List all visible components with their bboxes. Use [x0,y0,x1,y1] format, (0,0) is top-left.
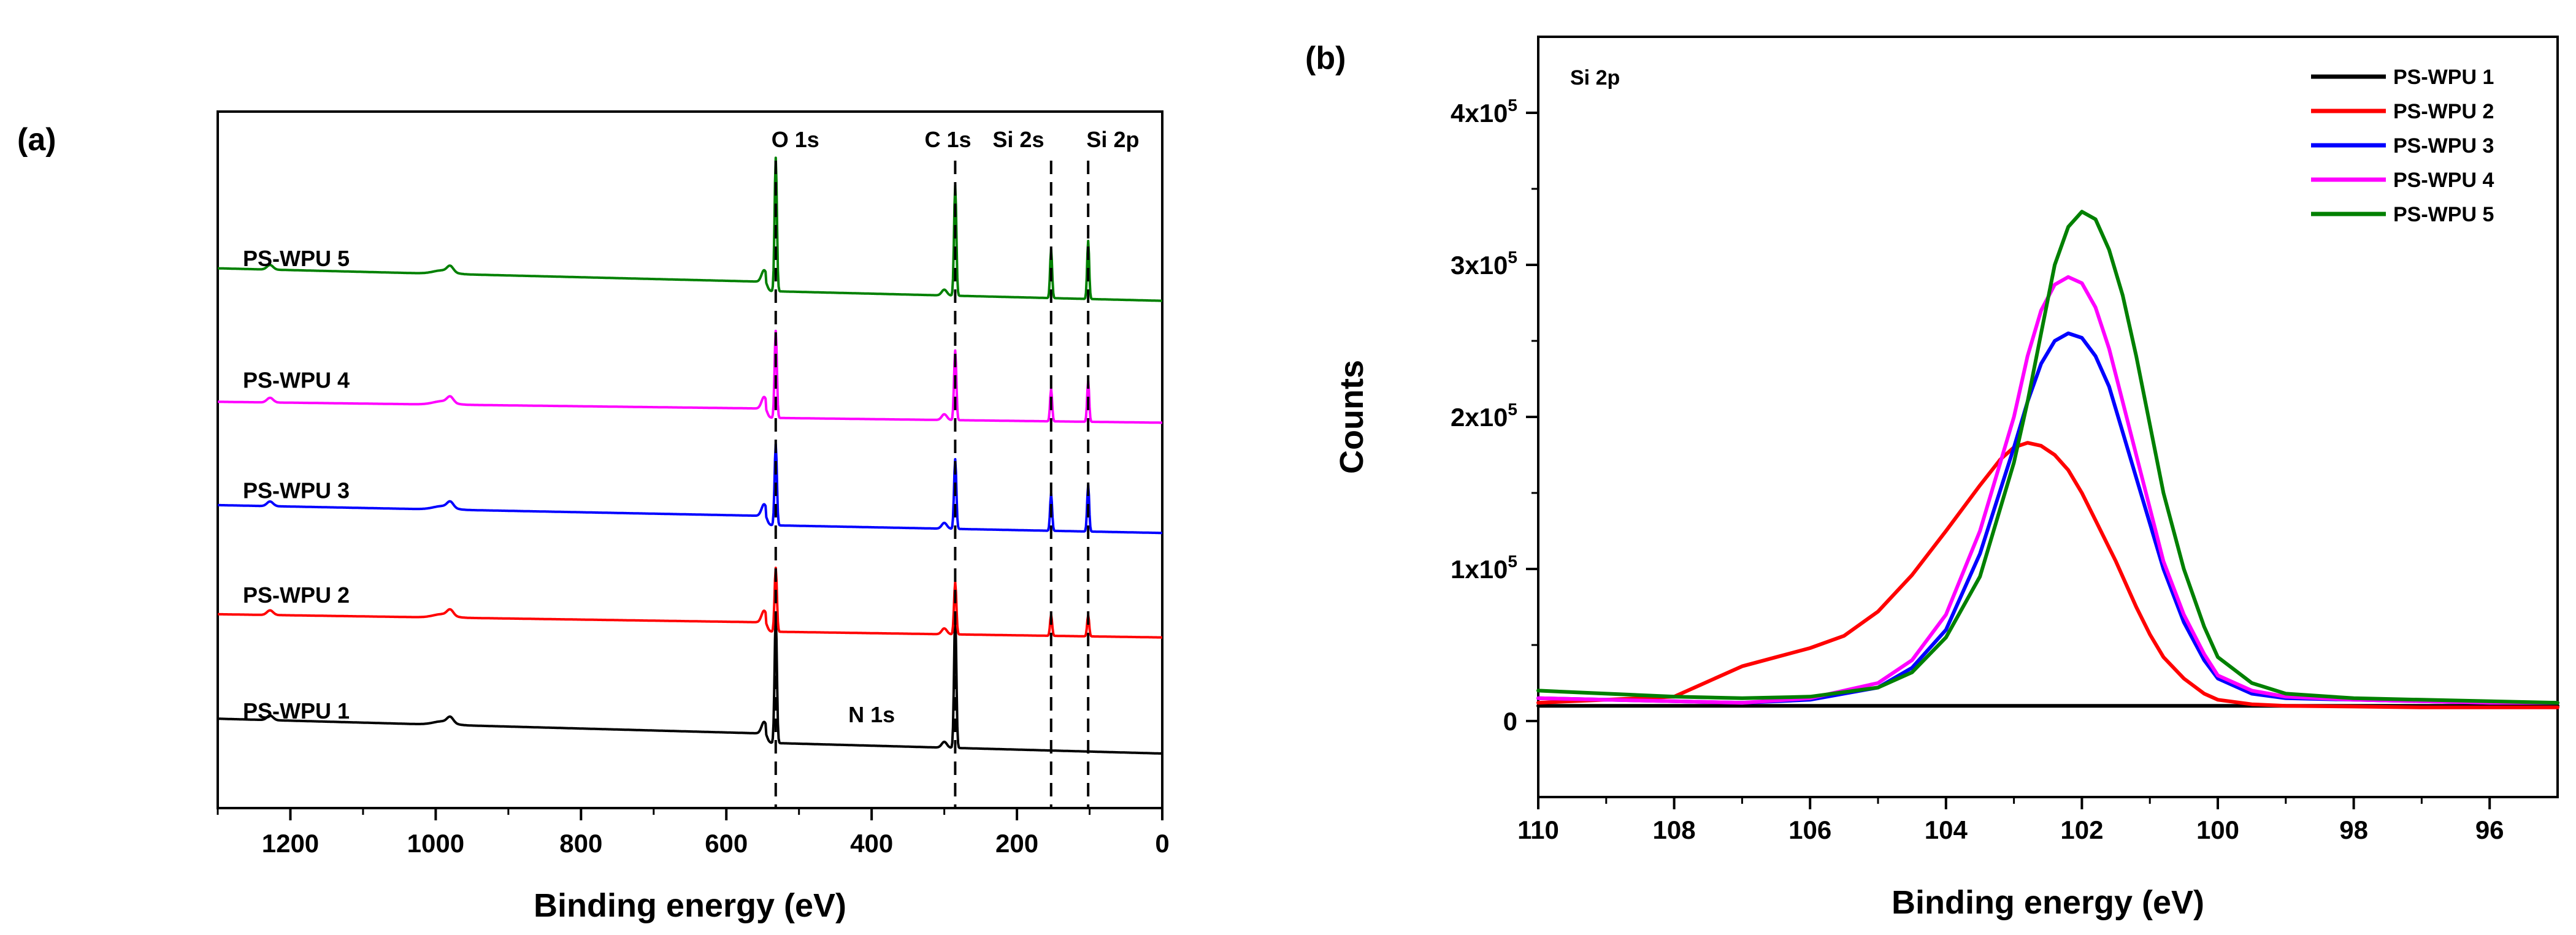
series-label-ps-wpu-4: PS-WPU 4 [243,368,350,393]
series-line-ps-wpu-5 [1536,210,2559,705]
x-axis-title: Binding energy (eV) [1892,884,2204,921]
series-line-ps-wpu-5 [217,156,1163,302]
x-tick-label-800: 800 [559,829,602,858]
peak-label-o-1s: O 1s [772,127,819,152]
peak-label-si-2s: Si 2s [992,127,1044,152]
panel-a-label: (a) [17,122,56,158]
series-line-ps-wpu-4 [217,329,1163,424]
x-tick-label-104: 104 [1925,815,1968,844]
panel-b-label: (b) [1305,40,1346,76]
peak-label-c-1s: C 1s [925,127,972,152]
series-label-ps-wpu-3: PS-WPU 3 [243,478,350,503]
x-tick-label-400: 400 [850,829,893,858]
y-tick-label-4: 4x105 [1451,96,1517,128]
series-line-ps-wpu-2 [1536,441,2559,709]
legend-label-ps-wpu-5: PS-WPU 5 [2393,203,2494,226]
x-tick-label-0: 0 [1155,829,1169,858]
x-axis-title: Binding energy (eV) [534,887,846,924]
legend-label-ps-wpu-2: PS-WPU 2 [2393,100,2494,123]
series-label-ps-wpu-1: PS-WPU 1 [243,698,350,723]
x-tick-label-96: 96 [2475,815,2504,844]
x-tick-label-200: 200 [995,829,1038,858]
series-line-ps-wpu-2 [217,567,1163,639]
x-tick-label-98: 98 [2339,815,2368,844]
series-line-ps-wpu-3 [217,443,1163,535]
legend-label-ps-wpu-1: PS-WPU 1 [2393,66,2494,89]
x-tick-label-102: 102 [2060,815,2103,844]
y-tick-label-2: 2x105 [1451,400,1517,432]
x-tick-label-1000: 1000 [407,829,464,858]
inset-label: Si 2p [1570,66,1620,90]
y-tick-label-3: 3x105 [1451,248,1517,280]
peak-label-si-2p: Si 2p [1086,127,1139,152]
x-tick-label-100: 100 [2196,815,2239,844]
legend-label-ps-wpu-4: PS-WPU 4 [2393,169,2494,192]
series-label-ps-wpu-5: PS-WPU 5 [243,246,350,271]
legend-label-ps-wpu-3: PS-WPU 3 [2393,134,2494,158]
y-tick-label-0: 0 [1503,707,1517,736]
x-tick-label-600: 600 [705,829,748,858]
series-line-ps-wpu-1 [217,613,1163,755]
x-tick-label-106: 106 [1788,815,1831,844]
series-line-ps-wpu-3 [1536,331,2559,705]
series-line-ps-wpu-4 [1536,275,2559,705]
chart-a-survey-spectra: 1200 1000 800 600 400 200 0 Binding energy (eV)… [217,110,1170,924]
y-axis-title: Counts [1333,360,1370,474]
x-tick-label-108: 108 [1653,815,1696,844]
series-label-ps-wpu-2: PS-WPU 2 [243,582,350,608]
annotation-n-1s: N 1s [848,702,895,727]
plot-frame [217,110,1163,809]
chart-b-si2p-spectra: 110 108 106 104 102 100 98 96 Binding energy (eV… [1333,36,2559,921]
x-tick-label-1200: 1200 [262,829,319,858]
y-tick-label-1: 1x105 [1451,552,1517,584]
x-tick-label-110: 110 [1517,815,1559,844]
